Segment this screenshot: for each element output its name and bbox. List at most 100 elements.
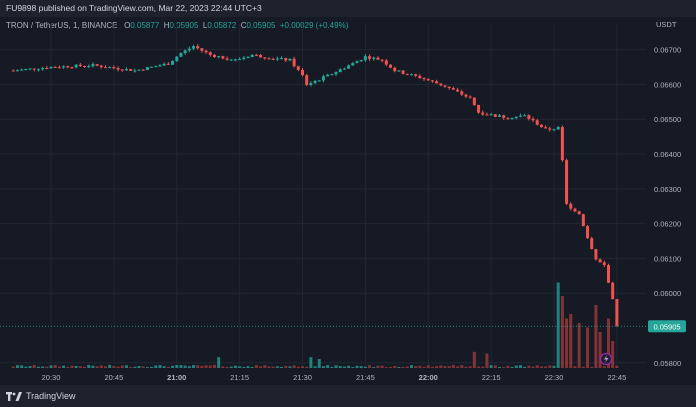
candle-body xyxy=(95,64,99,66)
volume-bar xyxy=(493,365,497,368)
volume-bar xyxy=(342,366,346,368)
candle-body xyxy=(518,115,522,117)
volume-bar xyxy=(334,365,338,368)
candle-body xyxy=(87,66,91,68)
volume-bar xyxy=(129,367,133,368)
volume-bar xyxy=(57,366,61,368)
candle-body xyxy=(284,57,288,61)
low-label: L xyxy=(202,21,208,30)
volume-bar xyxy=(62,365,66,368)
volume-bar xyxy=(317,359,321,368)
volume-bar xyxy=(615,365,619,368)
volume-bar xyxy=(401,366,405,368)
low-value: 0.05872 xyxy=(207,21,237,30)
price-axis[interactable]: USDT 0.06700 0.06600 0.06500 0.06400 0.06300… xyxy=(654,20,681,368)
volume-bar xyxy=(472,351,476,368)
candle-body xyxy=(296,66,300,70)
volume-bar xyxy=(74,365,78,368)
candle-body xyxy=(569,203,573,209)
tradingview-logo-icon xyxy=(6,391,22,401)
candle-body xyxy=(62,66,66,68)
candle-body xyxy=(225,58,229,60)
candle-body xyxy=(363,56,367,61)
volume-bar xyxy=(594,305,598,368)
volume-bar xyxy=(175,365,179,368)
volume-bar xyxy=(393,365,397,368)
candlestick-chart[interactable]: 0.05905 USDT 0.06700 0.06600 0.06500 0.0640… xyxy=(0,0,696,385)
candle-body xyxy=(70,67,74,69)
volume-bar xyxy=(426,365,430,368)
candle-body xyxy=(485,114,489,116)
volume-bar xyxy=(200,365,204,368)
candle-body xyxy=(32,68,36,70)
candle-body xyxy=(275,58,279,60)
candle-body xyxy=(456,89,460,92)
volume-bar xyxy=(225,367,229,368)
candle-body xyxy=(502,115,506,118)
volume-bar xyxy=(397,366,401,368)
volume-bar xyxy=(535,365,539,368)
volume-bar xyxy=(577,323,581,368)
candle-body xyxy=(606,265,610,283)
candle-body xyxy=(468,96,472,98)
candle-body xyxy=(233,59,237,61)
candle-body xyxy=(384,60,388,65)
candle-body xyxy=(313,80,317,84)
symbol-name[interactable]: TRON / TetherUS, 1, BINANCE xyxy=(6,21,118,30)
volume-bar xyxy=(11,366,15,368)
volume-bar xyxy=(485,353,489,368)
candle-body xyxy=(548,128,552,130)
price-tick-label: 0.06600 xyxy=(654,80,681,89)
candle-body xyxy=(242,57,246,60)
publisher-bar: FU9898 published on TradingView.com, Mar… xyxy=(0,0,696,17)
candle-body xyxy=(280,57,284,59)
volume-bar xyxy=(305,366,309,368)
candle-body xyxy=(347,65,351,69)
candle-body xyxy=(41,68,45,70)
candle-body xyxy=(372,57,376,59)
volume-bar xyxy=(523,366,527,368)
candle-body xyxy=(552,129,556,131)
tradingview-brand[interactable]: TradingView xyxy=(6,391,76,401)
candle-body xyxy=(481,112,485,115)
time-tick-label: 21:45 xyxy=(356,373,375,382)
candle-body xyxy=(301,69,304,76)
volume-bar xyxy=(556,282,560,368)
candle-body xyxy=(15,70,19,72)
candle-body xyxy=(359,60,363,62)
candle-body xyxy=(11,70,15,72)
candle-body xyxy=(523,115,527,117)
volume-bar xyxy=(150,366,154,368)
candle-body xyxy=(99,65,103,68)
volume-bar xyxy=(456,366,460,368)
candle-body xyxy=(443,85,447,87)
time-axis[interactable]: 20:30 20:45 21:00 21:15 21:30 21:45 22:00 22:15… xyxy=(42,373,627,382)
flash-icon[interactable] xyxy=(599,352,613,366)
candle-body xyxy=(238,59,242,61)
volume-bar xyxy=(221,366,225,368)
publisher-line: FU9898 published on TradingView.com, Mar… xyxy=(6,3,262,13)
time-tick-label: 21:30 xyxy=(293,373,312,382)
candle-body xyxy=(45,68,49,70)
candle-body xyxy=(259,54,263,58)
candle-body xyxy=(66,66,70,68)
volume-bar xyxy=(506,365,510,368)
volume-bar xyxy=(242,366,246,368)
volume-bar xyxy=(36,366,40,368)
volume-bar xyxy=(581,366,585,368)
candle-body xyxy=(330,74,334,76)
volume-bar xyxy=(477,366,481,368)
candle-body xyxy=(472,97,476,105)
candle-body xyxy=(154,66,158,68)
candle-body xyxy=(28,68,32,70)
candle-body xyxy=(430,80,434,82)
candle-body xyxy=(409,74,413,76)
candle-body xyxy=(565,160,569,204)
volume-bar xyxy=(179,365,183,368)
volume-bar xyxy=(527,365,531,368)
volume-bar xyxy=(192,365,196,368)
candle-body xyxy=(192,46,196,49)
candle-body xyxy=(166,63,170,65)
symbol-legend: TRON / TetherUS, 1, BINANCE O0.05877 H0.… xyxy=(6,21,348,30)
volume-bar xyxy=(145,367,149,368)
